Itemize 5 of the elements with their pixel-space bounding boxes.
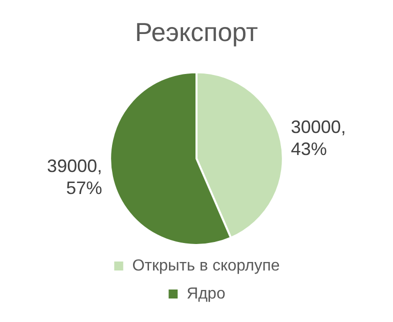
chart-title: Реэкспорт bbox=[135, 16, 258, 47]
data-label: 39000, 57% bbox=[47, 156, 102, 198]
legend-label: Ядро bbox=[186, 285, 226, 302]
legend-label: Открыть в скорлупе bbox=[132, 257, 280, 274]
data-label: 30000, 43% bbox=[290, 116, 346, 159]
